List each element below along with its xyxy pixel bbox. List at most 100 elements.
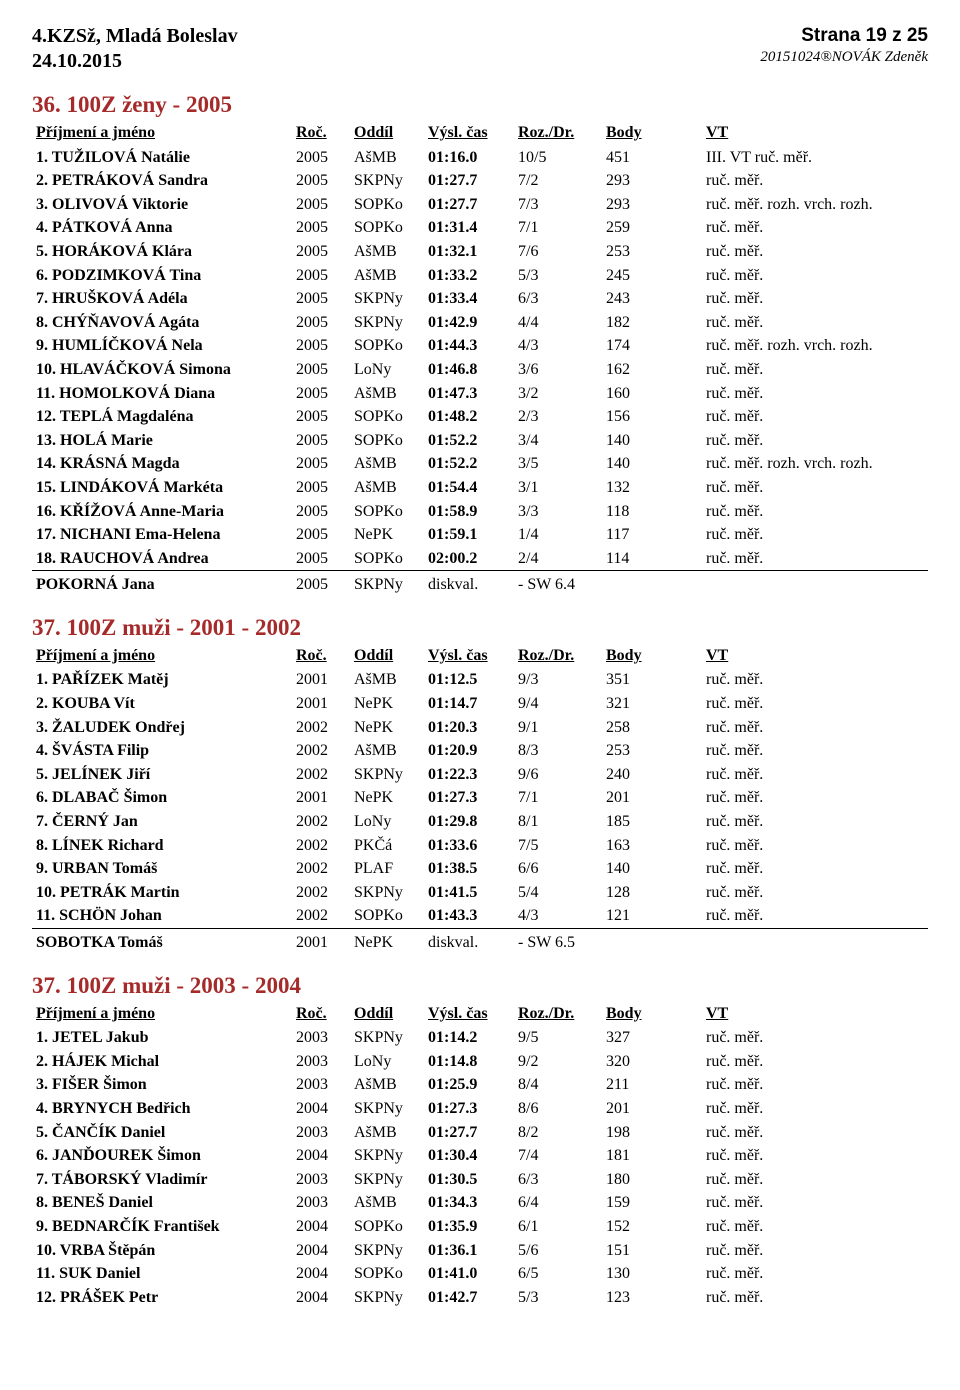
cell-oddil: SKPNy (350, 1239, 424, 1263)
cell-roc: 2005 (292, 523, 350, 547)
cell-body: 451 (602, 146, 702, 170)
cell-body: 140 (602, 429, 702, 453)
cell-vt: ruč. měř. (702, 405, 928, 429)
cell-name: 3. ŽALUDEK Ondřej (32, 716, 292, 740)
cell-body: 211 (602, 1073, 702, 1097)
cell-oddil: SKPNy (350, 287, 424, 311)
col-roz: Roz./Dr. (514, 120, 602, 146)
dq-row: POKORNÁ Jana2005SKPNydiskval.- SW 6.4 (32, 571, 928, 597)
cell-body: 253 (602, 240, 702, 264)
cell-oddil: SOPKo (350, 216, 424, 240)
cell-cas: 01:14.2 (424, 1026, 514, 1050)
table-row: 2. PETRÁKOVÁ Sandra2005SKPNy01:27.77/229… (32, 169, 928, 193)
cell-body: 198 (602, 1121, 702, 1145)
author-line: 20151024®NOVÁK Zdeněk (760, 48, 928, 67)
cell-body: 185 (602, 810, 702, 834)
cell-roz: 3/5 (514, 452, 602, 476)
table-row: 3. OLIVOVÁ Viktorie2005SOPKo01:27.77/329… (32, 193, 928, 217)
table-row: 4. BRYNYCH Bedřich2004SKPNy01:27.38/6201… (32, 1097, 928, 1121)
cell-name: 10. PETRÁK Martin (32, 881, 292, 905)
cell-oddil: AšMB (350, 476, 424, 500)
table-row: 4. PÁTKOVÁ Anna2005SOPKo01:31.47/1259ruč… (32, 216, 928, 240)
cell-roc: 2005 (292, 452, 350, 476)
cell-roz: 6/3 (514, 1168, 602, 1192)
cell-oddil: AšMB (350, 1073, 424, 1097)
col-vt: VT (702, 643, 928, 669)
col-roc: Roč. (292, 643, 350, 669)
cell-name: 14. KRÁSNÁ Magda (32, 452, 292, 476)
cell-body: 159 (602, 1191, 702, 1215)
cell-cas: 01:14.8 (424, 1050, 514, 1074)
cell-roc: 2005 (292, 216, 350, 240)
cell-body: 253 (602, 739, 702, 763)
cell-roz: 5/4 (514, 881, 602, 905)
cell-roc: 2005 (292, 287, 350, 311)
cell-cas: 01:25.9 (424, 1073, 514, 1097)
col-roz: Roz./Dr. (514, 643, 602, 669)
cell-roc: 2005 (292, 358, 350, 382)
cell-name: 5. HORÁKOVÁ Klára (32, 240, 292, 264)
table-header-row: Příjmení a jménoRoč.OddílVýsl. časRoz./D… (32, 643, 928, 669)
header-right: Strana 19 z 25 20151024®NOVÁK Zdeněk (760, 24, 928, 67)
cell-vt: ruč. měř. (702, 287, 928, 311)
cell-oddil: SOPKo (350, 429, 424, 453)
table-row: 10. HLAVÁČKOVÁ Simona2005LoNy01:46.83/61… (32, 358, 928, 382)
cell-name: 13. HOLÁ Marie (32, 429, 292, 453)
cell-roz: 7/6 (514, 240, 602, 264)
cell-vt: ruč. měř. rozh. vrch. rozh. (702, 193, 928, 217)
cell-roc: 2003 (292, 1026, 350, 1050)
cell-body: 160 (602, 382, 702, 406)
table-row: 18. RAUCHOVÁ Andrea2005SOPKo02:00.22/411… (32, 547, 928, 571)
cell-vt: ruč. měř. (702, 1073, 928, 1097)
cell-roz: 9/1 (514, 716, 602, 740)
cell-name: 9. BEDNARČÍK František (32, 1215, 292, 1239)
cell-vt: ruč. měř. (702, 857, 928, 881)
cell-vt: ruč. měř. (702, 311, 928, 335)
cell-name: 1. PAŘÍZEK Matěj (32, 668, 292, 692)
page-number: Strana 19 z 25 (760, 24, 928, 48)
cell-roz: - SW 6.4 (514, 571, 602, 597)
cell-roc: 2003 (292, 1168, 350, 1192)
cell-cas: 01:46.8 (424, 358, 514, 382)
cell-name: 5. JELÍNEK Jiří (32, 763, 292, 787)
cell-roz: 7/2 (514, 169, 602, 193)
header-left: 4.KZSž, Mladá Boleslav 24.10.2015 (32, 24, 238, 74)
cell-oddil: SOPKo (350, 334, 424, 358)
cell-roz: 6/1 (514, 1215, 602, 1239)
table-row: 11. HOMOLKOVÁ Diana2005AšMB01:47.33/2160… (32, 382, 928, 406)
cell-oddil: SKPNy (350, 1097, 424, 1121)
cell-vt: ruč. měř. (702, 429, 928, 453)
cell-roz: 8/3 (514, 739, 602, 763)
cell-cas: 01:47.3 (424, 382, 514, 406)
cell-body: 351 (602, 668, 702, 692)
cell-roc: 2005 (292, 405, 350, 429)
cell-oddil: SOPKo (350, 1262, 424, 1286)
cell-name: 16. KŘÍŽOVÁ Anne-Maria (32, 500, 292, 524)
cell-oddil: AšMB (350, 240, 424, 264)
page-header: 4.KZSž, Mladá Boleslav 24.10.2015 Strana… (32, 24, 928, 74)
cell-roc: 2003 (292, 1191, 350, 1215)
cell-name: 9. HUMLÍČKOVÁ Nela (32, 334, 292, 358)
cell-body: 182 (602, 311, 702, 335)
cell-body: 140 (602, 857, 702, 881)
cell-body: 132 (602, 476, 702, 500)
cell-cas: 01:52.2 (424, 429, 514, 453)
cell-body: 174 (602, 334, 702, 358)
cell-oddil: SKPNy (350, 763, 424, 787)
cell-oddil: SKPNy (350, 1286, 424, 1310)
cell-vt: ruč. měř. (702, 240, 928, 264)
cell-oddil: AšMB (350, 668, 424, 692)
cell-roc: 2005 (292, 429, 350, 453)
cell-roz: 7/1 (514, 216, 602, 240)
cell-cas: 01:20.9 (424, 739, 514, 763)
cell-cas: 01:52.2 (424, 452, 514, 476)
cell-cas: 01:27.7 (424, 169, 514, 193)
cell-cas: 02:00.2 (424, 547, 514, 571)
cell-name: 11. SUK Daniel (32, 1262, 292, 1286)
cell-vt: ruč. měř. (702, 500, 928, 524)
cell-oddil: SKPNy (350, 1168, 424, 1192)
col-oddil: Oddíl (350, 643, 424, 669)
table-row: 3. ŽALUDEK Ondřej2002NePK01:20.39/1258ru… (32, 716, 928, 740)
cell-roz: 8/6 (514, 1097, 602, 1121)
cell-roc: 2001 (292, 692, 350, 716)
